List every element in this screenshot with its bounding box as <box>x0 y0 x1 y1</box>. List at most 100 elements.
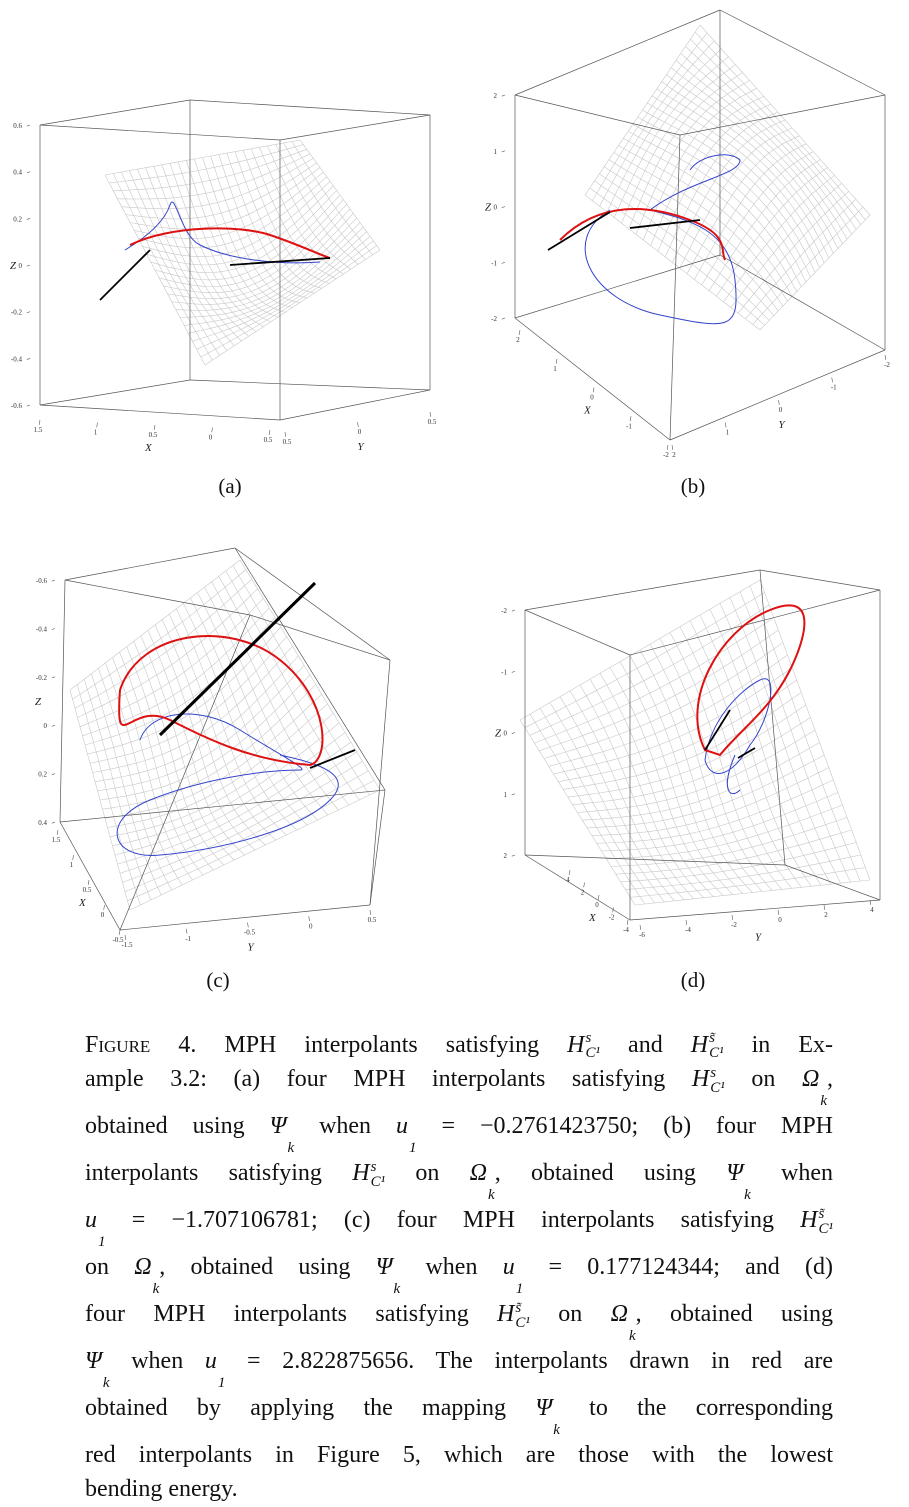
tick-mark <box>831 377 833 383</box>
surface-mesh <box>694 143 807 280</box>
surface-mesh <box>291 141 373 255</box>
tick-mark <box>869 899 872 905</box>
tick-mark <box>153 424 156 430</box>
blue-curve <box>124 201 321 264</box>
caption-text: four MPH interpolants satisfying <box>85 1301 498 1328</box>
subscript: k <box>102 1375 110 1392</box>
surface-mesh <box>620 842 857 883</box>
tick-label: -1 <box>831 384 837 392</box>
surface-mesh <box>730 183 842 308</box>
tick-mark <box>72 854 74 860</box>
math-scripts: k <box>744 1188 751 1203</box>
math-scripts: s̃ C¹ <box>709 1031 724 1061</box>
figure: 0.6 0.4 0.2 0 -0.2 -0.4 -0.6 1.5 1 0.5 0 0.5 0.5 0 0.5… <box>10 9 890 992</box>
math-base: H <box>567 1032 585 1058</box>
tick-label: 4 <box>870 906 874 914</box>
surface-mesh <box>621 64 736 224</box>
math-scripts: s C¹ <box>370 1159 386 1190</box>
surface-mesh <box>275 144 359 265</box>
surface-mesh <box>161 619 266 846</box>
tick-label: 2 <box>494 92 498 100</box>
tick-label: -0.6 <box>36 577 48 585</box>
math-base: Ω <box>469 1160 488 1187</box>
caption-line: bending energy. <box>85 1472 833 1506</box>
box-edge <box>514 254 721 319</box>
tick-label: -0.2 <box>36 674 48 682</box>
surface-mesh <box>675 60 848 240</box>
caption-text: bending energy. <box>85 1476 238 1503</box>
tick-mark <box>639 924 642 930</box>
surface-mesh <box>239 559 381 791</box>
tick-label: 4 <box>566 876 570 884</box>
box-edge <box>64 547 236 581</box>
tick-label: 0 <box>504 730 508 738</box>
subscript: 1 <box>515 1281 524 1298</box>
tick-mark <box>26 218 31 220</box>
surface-mesh <box>109 144 304 184</box>
tick-label: 2 <box>516 336 520 344</box>
surface-mesh <box>184 226 364 326</box>
caption-text: on <box>385 1160 470 1187</box>
tick-mark <box>612 907 614 913</box>
axis-label: Y <box>755 932 763 944</box>
surface-mesh <box>679 626 792 889</box>
tick-label: 2 <box>504 852 508 860</box>
surface-mesh <box>599 40 715 207</box>
tick-label: 0.2 <box>13 215 22 223</box>
red-curve <box>559 208 726 261</box>
tick-label: -2 <box>663 451 669 459</box>
tick-label: 0 <box>778 916 782 924</box>
tick-mark <box>777 909 780 915</box>
surface-mesh <box>642 109 816 273</box>
surface-mesh <box>161 164 257 332</box>
arrow <box>737 747 756 759</box>
tick-label: 0.5 <box>83 886 92 894</box>
tick-mark <box>51 821 56 824</box>
page: {"panels":[ {"label":"(a)","axes":{"x":"… <box>9 9 891 1503</box>
surface-mesh <box>232 565 370 796</box>
tick-label: -2 <box>884 361 890 369</box>
tick-label: -0.5 <box>112 936 124 944</box>
tick-mark <box>778 399 780 405</box>
surface-mesh <box>630 867 866 898</box>
caption-text: red interpolants in Figure 5, which are … <box>85 1442 833 1469</box>
surface-mesh <box>113 148 307 192</box>
math-scripts: 1 <box>516 1282 524 1297</box>
tick-mark <box>247 922 249 928</box>
caption-text: = −0.2761423750; (b) four MPH <box>416 1113 833 1140</box>
box-edge <box>759 569 881 591</box>
tick-label: 0.5 <box>428 418 437 426</box>
surface-mesh <box>259 147 344 275</box>
tick-label: 2 <box>672 451 676 459</box>
blue-curve <box>116 713 339 856</box>
tick-mark <box>511 793 516 796</box>
caption-text: in Ex- <box>723 1032 833 1058</box>
tick-mark <box>51 724 56 727</box>
math-base: H <box>800 1207 818 1234</box>
surface-mesh <box>124 770 369 892</box>
superscript: s <box>710 1064 717 1081</box>
tick-mark <box>369 909 372 915</box>
tick-label: -2 <box>731 921 737 929</box>
subscript: C¹ <box>515 1314 530 1331</box>
tick-label: 0 <box>19 262 23 270</box>
tick-mark <box>96 422 98 428</box>
surface-mesh <box>579 684 695 900</box>
tick-label: -2 <box>491 315 497 323</box>
arrow <box>704 709 731 751</box>
axis-label: Y <box>248 942 256 954</box>
tick-label: -1 <box>501 668 507 676</box>
tick-label: -2 <box>501 607 507 615</box>
box-edge <box>119 904 371 931</box>
tick-label: 0.4 <box>38 819 47 827</box>
subscript: C¹ <box>370 1173 386 1190</box>
box-edge <box>679 94 886 136</box>
